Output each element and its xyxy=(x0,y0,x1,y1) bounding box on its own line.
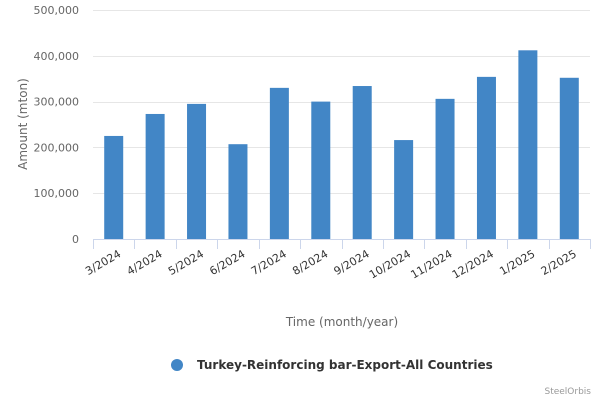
bar[interactable] xyxy=(435,98,455,240)
x-tick-label: 8/2024 xyxy=(290,247,330,278)
bar[interactable] xyxy=(559,77,579,239)
x-tick-label: 12/2024 xyxy=(450,247,496,281)
y-tick-label: 200,000 xyxy=(34,141,80,154)
y-tick-label: 500,000 xyxy=(34,4,80,17)
x-axis: 3/2024 4/2024 5/2024 6/2024 7/2024 8/2024 9/20… xyxy=(83,239,591,281)
y-tick-label: 400,000 xyxy=(34,50,80,63)
bar[interactable] xyxy=(187,103,207,239)
bar[interactable] xyxy=(311,101,331,239)
y-tick-label: 100,000 xyxy=(34,187,80,200)
x-tick-label: 10/2024 xyxy=(367,247,413,281)
bar[interactable] xyxy=(104,135,124,239)
x-tick-label: 7/2024 xyxy=(249,247,289,278)
x-axis-title: Time (month/year) xyxy=(285,315,398,329)
x-tick-label: 3/2024 xyxy=(83,247,123,278)
credit-label[interactable]: SteelOrbis xyxy=(544,387,591,397)
bar[interactable] xyxy=(352,86,372,239)
bar[interactable] xyxy=(518,50,538,239)
x-tick-label: 1/2025 xyxy=(497,247,537,278)
legend[interactable]: Turkey-Reinforcing bar-Export-All Countr… xyxy=(171,358,493,372)
y-tick-label: 300,000 xyxy=(34,96,80,109)
y-axis-title: Amount (mton) xyxy=(16,78,30,170)
x-tick-label: 6/2024 xyxy=(207,247,247,278)
gridlines xyxy=(93,10,590,194)
bar[interactable] xyxy=(228,144,248,239)
legend-label: Turkey-Reinforcing bar-Export-All Countr… xyxy=(197,358,493,372)
bar[interactable] xyxy=(476,76,496,239)
bar[interactable] xyxy=(145,113,165,239)
y-tick-label: 0 xyxy=(72,233,79,246)
x-tick-label: 4/2024 xyxy=(125,247,165,278)
x-tick-label: 9/2024 xyxy=(332,247,372,278)
bar[interactable] xyxy=(394,140,414,239)
x-tick-label: 11/2024 xyxy=(408,247,454,281)
x-tick-label: 2/2025 xyxy=(539,247,579,278)
legend-marker xyxy=(171,359,183,371)
bar[interactable] xyxy=(269,87,289,239)
bar-series xyxy=(104,50,579,240)
x-tick-label: 5/2024 xyxy=(166,247,206,278)
y-axis: 0 100,000 200,000 300,000 400,000 500,000 xyxy=(34,4,80,246)
